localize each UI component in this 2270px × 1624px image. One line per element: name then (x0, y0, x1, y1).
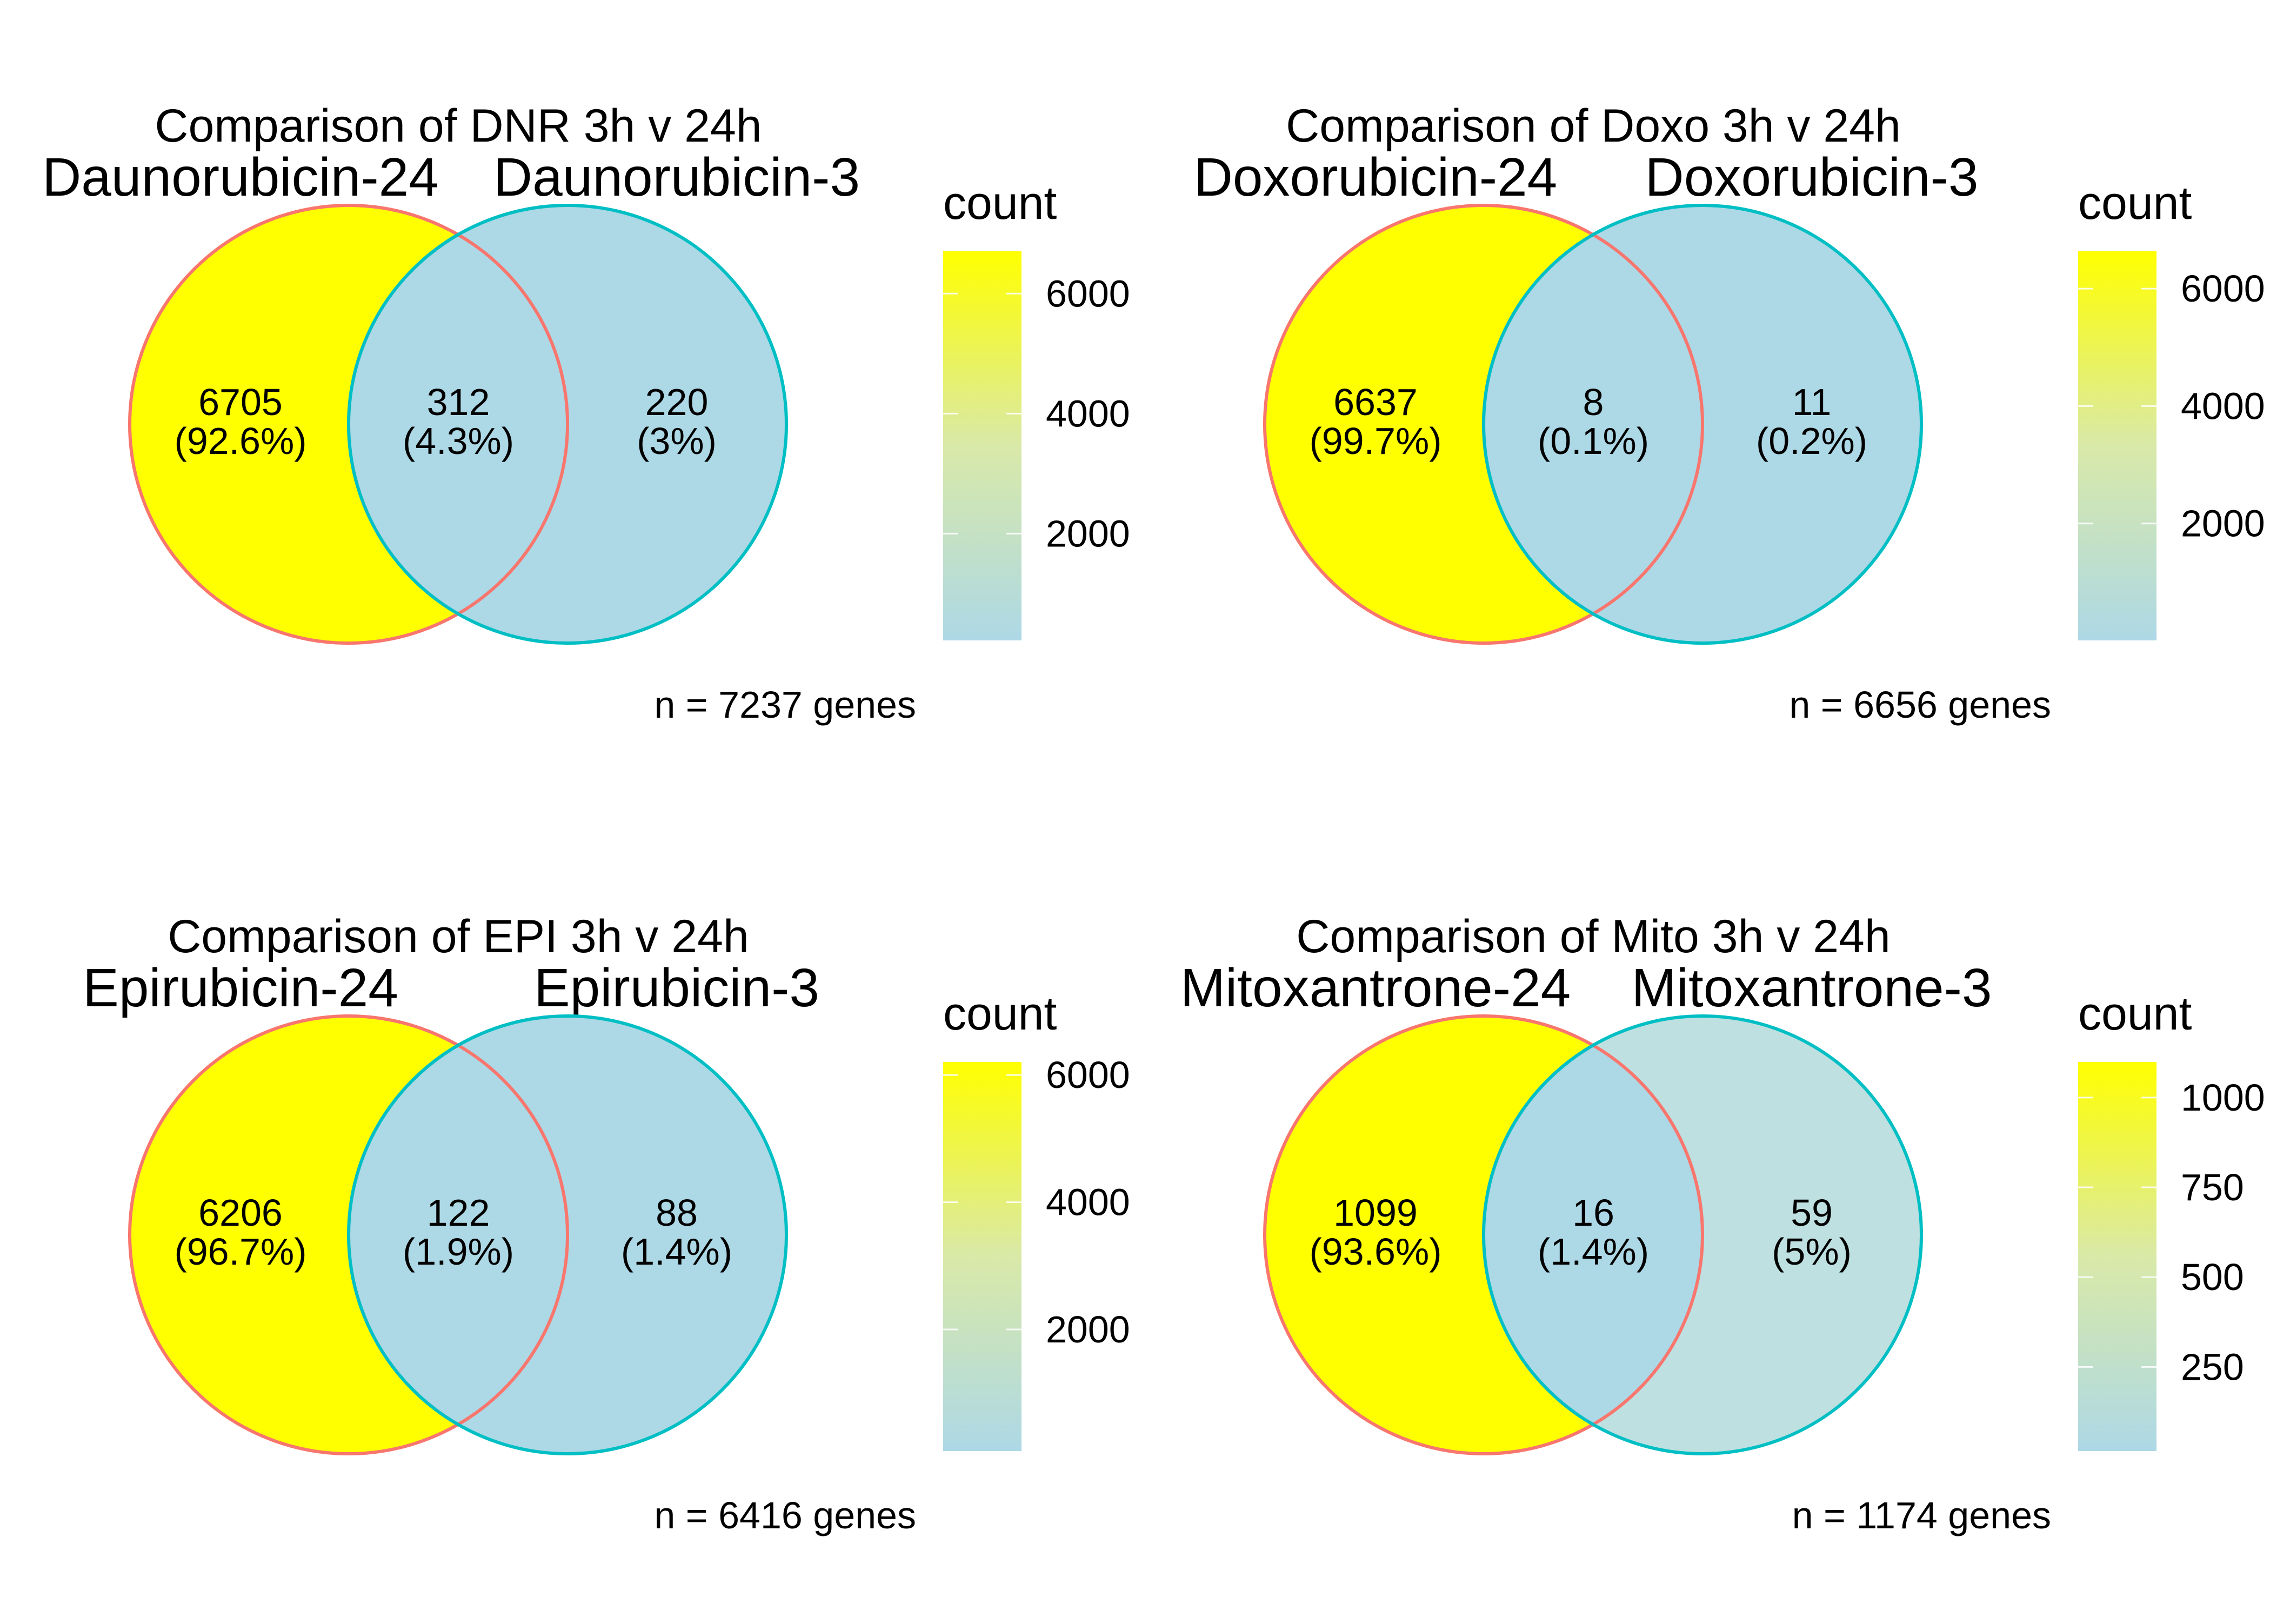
legend-tick-label: 4000 (1046, 392, 1130, 435)
legend-tick-label: 6000 (2181, 268, 2265, 310)
region-left-count: 6705 (198, 381, 283, 423)
panel-title: Comparison of Mito 3h v 24h (1296, 911, 1890, 963)
region-left-count: 1099 (1333, 1192, 1418, 1234)
region-overlap-count: 8 (1583, 381, 1604, 423)
legend-tick-label: 4000 (1046, 1181, 1130, 1224)
legend-ticks: 2000 4000 6000 (943, 272, 1130, 554)
region-overlap-percent: (0.1%) (1538, 420, 1649, 462)
legend-colorbar (943, 251, 1021, 640)
legend-tick-label: 750 (2181, 1166, 2244, 1208)
set-left-outline (1263, 1014, 1704, 1455)
overlap-region (1484, 205, 1702, 643)
panel-title: Comparison of Doxo 3h v 24h (1286, 100, 1901, 152)
legend-title: count (2078, 988, 2192, 1040)
set-label-right: Doxorubicin-3 (1645, 147, 1979, 208)
color-legend: count 2000 4000 6000 (943, 988, 1130, 1451)
region-overlap-count: 312 (427, 381, 490, 423)
caption-gene-count: n = 1174 genes (1792, 1494, 2051, 1536)
panel-title: Comparison of EPI 3h v 24h (168, 911, 749, 963)
region-right-count: 220 (645, 381, 709, 423)
set-left-outline (1263, 204, 1704, 645)
color-legend: count 2000 4000 6000 (2078, 177, 2265, 640)
set-left-outline (128, 1014, 569, 1455)
legend-ticks: 250 500 750 1000 (2078, 1077, 2265, 1388)
set-label-left: Epirubicin-24 (83, 958, 398, 1018)
region-left-percent: (99.7%) (1309, 420, 1441, 462)
set-right-outline (347, 1014, 788, 1455)
region-left-percent: (96.7%) (174, 1231, 306, 1273)
caption-gene-count: n = 6416 genes (654, 1494, 916, 1536)
region-right-count: 11 (1792, 381, 1832, 423)
legend-tick-label: 500 (2181, 1256, 2244, 1298)
venn-panel-3: Comparison of EPI 3h v 24h Epirubicin-24… (83, 911, 1130, 1536)
legend-tick-label: 250 (2181, 1346, 2244, 1388)
overlap-region (349, 205, 568, 643)
legend-colorbar (2078, 1062, 2156, 1451)
set-label-left: Doxorubicin-24 (1194, 147, 1558, 208)
legend-tick-label: 6000 (1046, 1054, 1130, 1096)
region-left-percent: (93.6%) (1309, 1231, 1441, 1273)
venn-panel-2: Comparison of Doxo 3h v 24h Doxorubicin-… (1194, 100, 2265, 726)
set-label-right: Epirubicin-3 (534, 958, 819, 1018)
legend-ticks: 2000 4000 6000 (2078, 268, 2265, 545)
legend-tick-label: 2000 (2181, 503, 2265, 545)
region-overlap-count: 122 (427, 1192, 490, 1234)
color-legend: count 2000 4000 6000 (943, 177, 1130, 640)
overlap-region (1484, 1016, 1702, 1454)
legend-tick-label: 2000 (1046, 512, 1130, 554)
legend-title: count (943, 177, 1057, 229)
legend-tick-label: 1000 (2181, 1077, 2265, 1119)
set-left-outline (128, 204, 569, 645)
region-right-percent: (5%) (1772, 1231, 1852, 1273)
region-left-count: 6637 (1333, 381, 1418, 423)
set-right-outline (347, 204, 788, 645)
legend-colorbar (943, 1062, 1021, 1451)
region-right-percent: (3%) (637, 420, 717, 462)
legend-title: count (2078, 177, 2192, 229)
caption-gene-count: n = 7237 genes (654, 684, 916, 726)
region-left-count: 6206 (198, 1192, 283, 1234)
overlap-region (349, 1016, 568, 1454)
caption-gene-count: n = 6656 genes (1789, 684, 2051, 726)
legend-ticks: 2000 4000 6000 (943, 1054, 1130, 1351)
region-overlap-percent: (1.9%) (403, 1231, 514, 1273)
region-right-count: 88 (656, 1192, 698, 1234)
set-label-left: Daunorubicin-24 (42, 147, 439, 208)
set-right-outline (1482, 1014, 1923, 1455)
venn-panel-1: Comparison of DNR 3h v 24h Daunorubicin-… (42, 100, 1130, 726)
region-right-percent: (0.2%) (1756, 420, 1867, 462)
set-label-right: Mitoxantrone-3 (1632, 958, 1992, 1018)
set-label-right: Daunorubicin-3 (493, 147, 860, 208)
region-right-percent: (1.4%) (621, 1231, 732, 1273)
legend-title: count (943, 988, 1057, 1040)
region-left-percent: (92.6%) (174, 420, 306, 462)
color-legend: count 250 500 750 1000 (2078, 988, 2265, 1451)
legend-colorbar (2078, 251, 2156, 640)
panel-title: Comparison of DNR 3h v 24h (155, 100, 762, 152)
region-overlap-percent: (1.4%) (1538, 1231, 1649, 1273)
region-overlap-count: 16 (1572, 1192, 1614, 1234)
legend-tick-label: 6000 (1046, 272, 1130, 315)
legend-tick-label: 4000 (2181, 385, 2265, 427)
region-right-count: 59 (1791, 1192, 1833, 1234)
set-label-left: Mitoxantrone-24 (1180, 958, 1571, 1018)
venn-panel-4: Comparison of Mito 3h v 24h Mitoxantrone… (1180, 911, 2265, 1536)
region-overlap-percent: (4.3%) (403, 420, 514, 462)
set-right-outline (1482, 204, 1923, 645)
legend-tick-label: 2000 (1046, 1308, 1130, 1351)
